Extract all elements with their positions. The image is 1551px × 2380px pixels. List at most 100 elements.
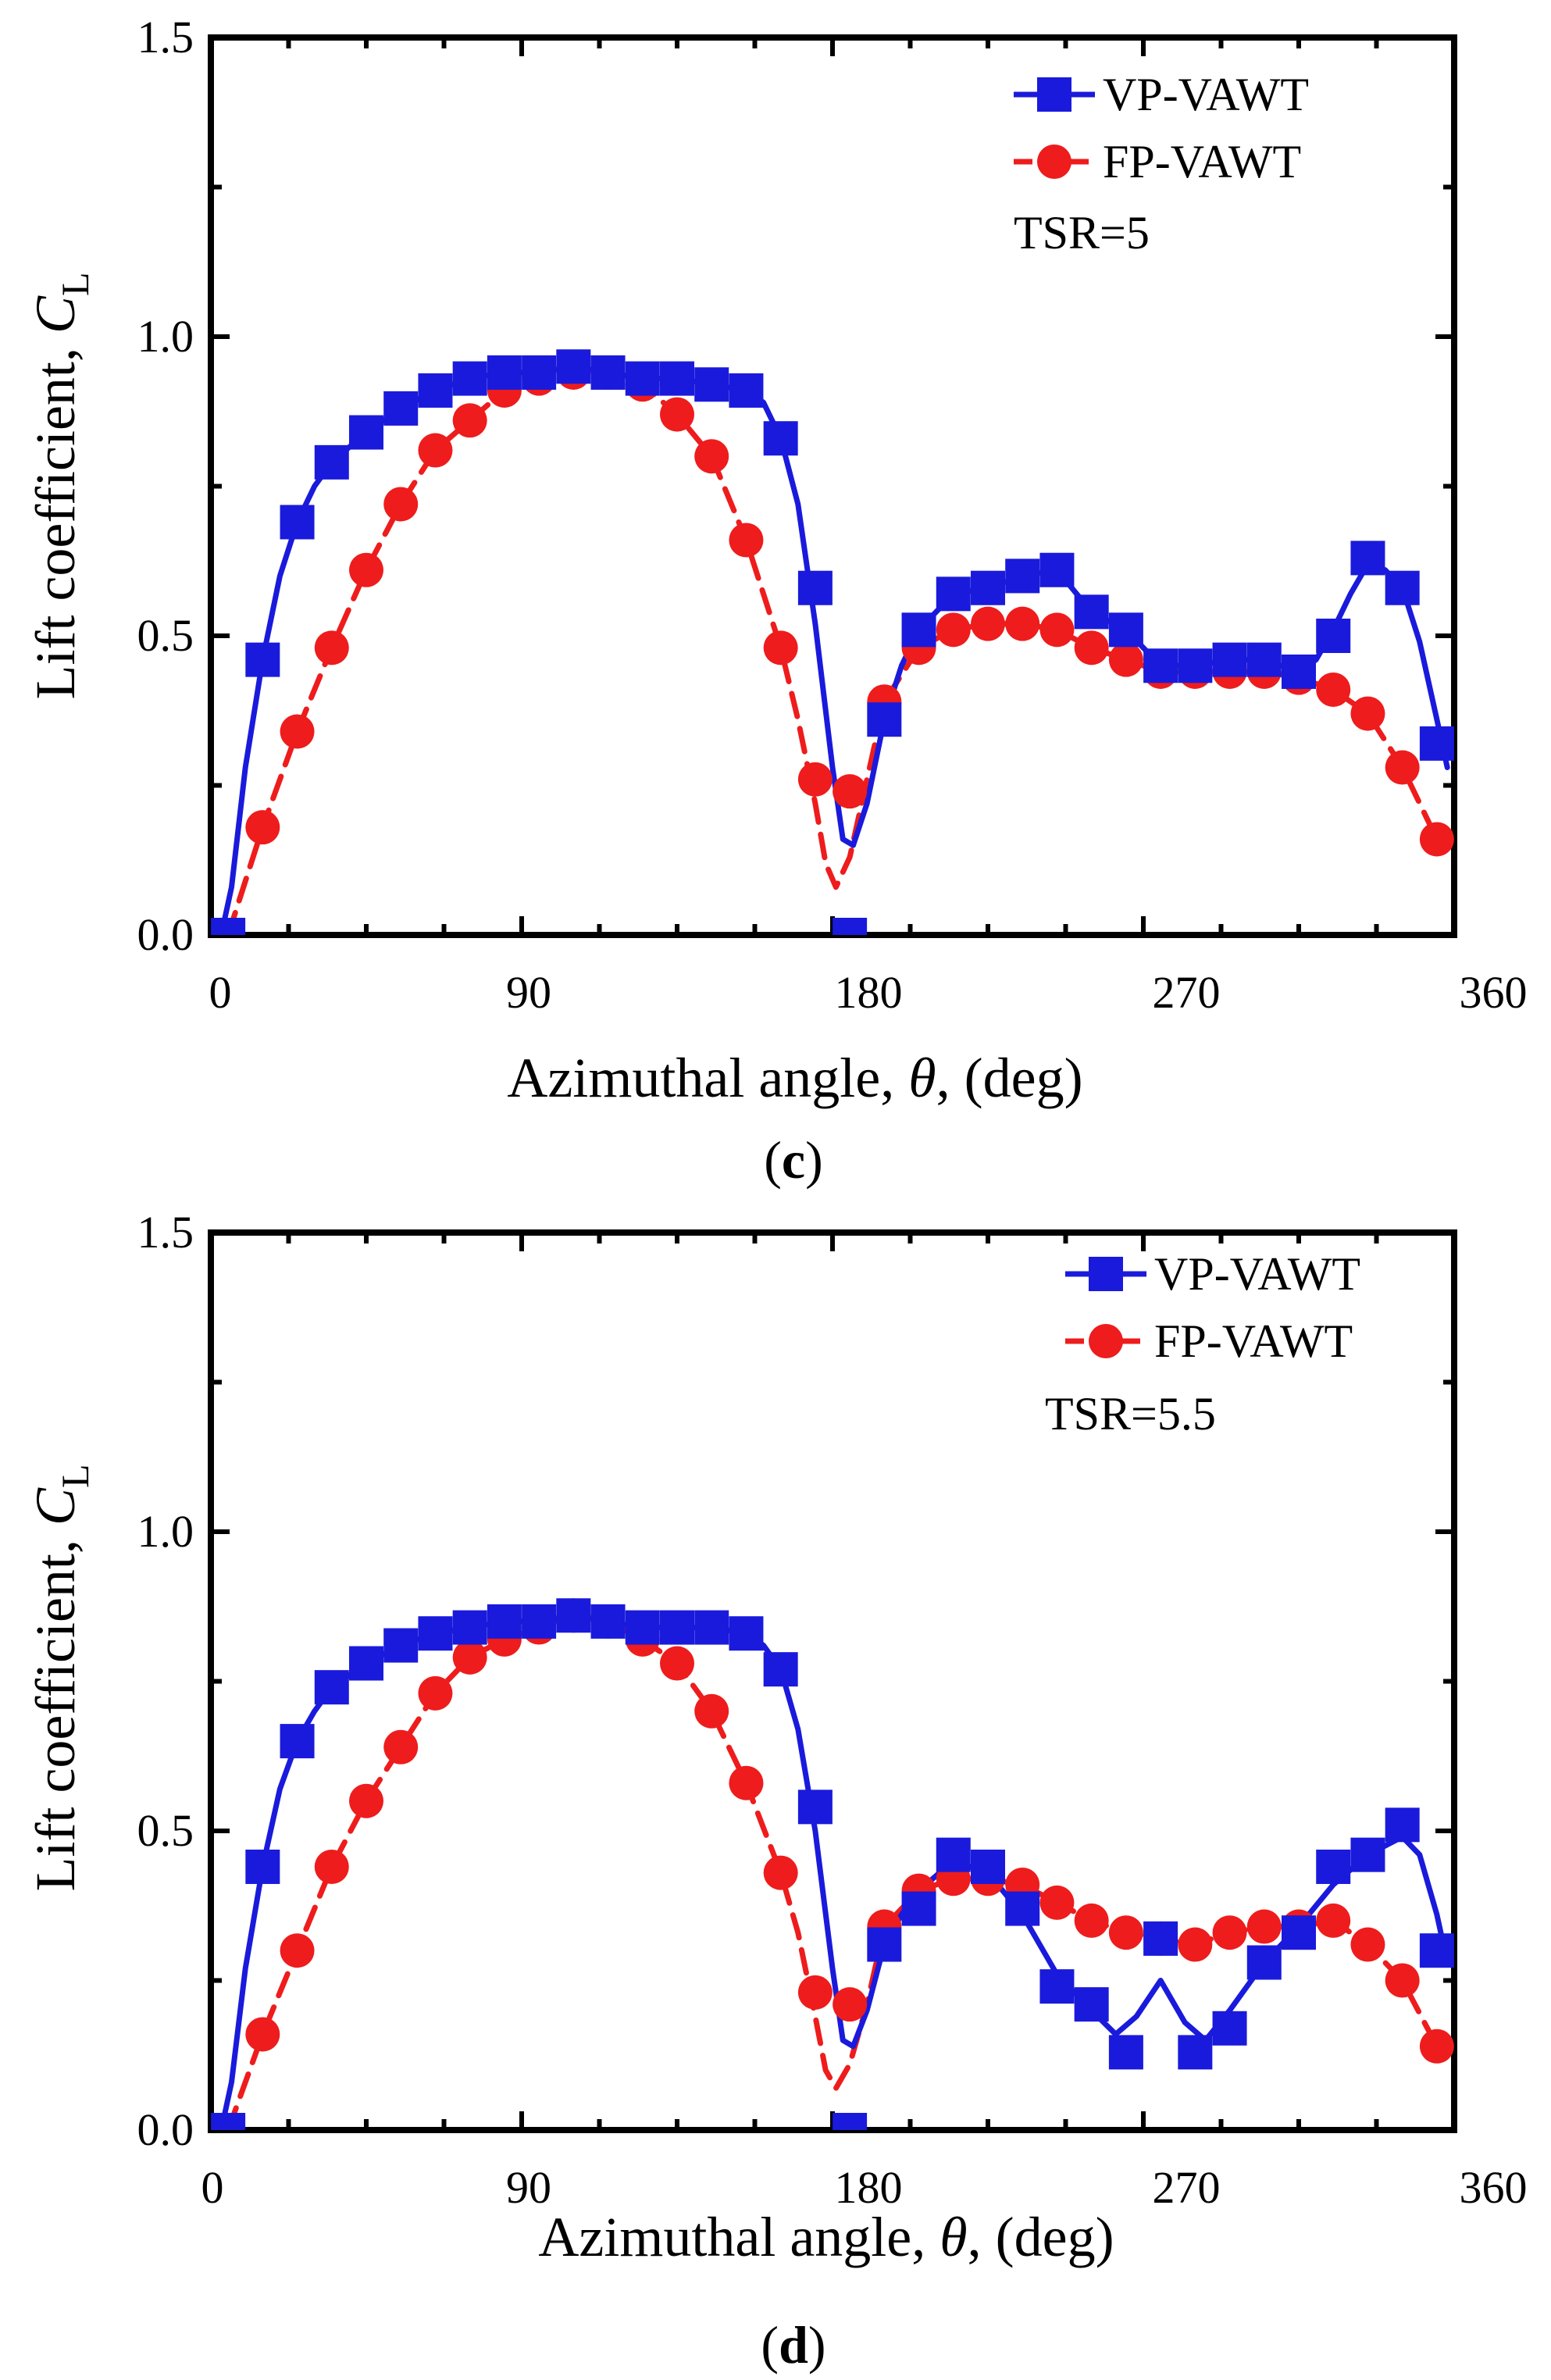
data-point-fp-vawt bbox=[1385, 750, 1420, 785]
data-point-vp-vawt bbox=[452, 361, 487, 396]
data-point-vp-vawt bbox=[418, 1616, 453, 1651]
data-point-vp-vawt bbox=[1108, 612, 1143, 648]
x-tick-label: 360 bbox=[1460, 967, 1528, 1018]
data-point-vp-vawt bbox=[1039, 1969, 1075, 2004]
data-point-fp-vawt bbox=[280, 714, 315, 749]
data-point-vp-vawt bbox=[1282, 1915, 1316, 1950]
data-point-fp-vawt bbox=[349, 1783, 383, 1818]
data-point-vp-vawt bbox=[522, 1604, 557, 1639]
x-axis-title: Azimuthal angle, θ, (deg) bbox=[538, 2206, 1114, 2268]
panel-label: (c) bbox=[764, 1130, 823, 1190]
annotation-tsr: TSR=5.5 bbox=[1045, 1388, 1216, 1440]
data-point-vp-vawt bbox=[797, 570, 833, 605]
data-point-fp-vawt bbox=[1350, 696, 1385, 731]
y-axis-title: Lift coefficient, CL bbox=[24, 272, 97, 699]
chart-panel-d: 0.0 0.5 1.0 1.5 0 90 180 270 360 Azimuth… bbox=[24, 1207, 1528, 2375]
data-point-fp-vawt bbox=[660, 397, 694, 432]
data-point-fp-vawt bbox=[936, 612, 971, 648]
data-point-vp-vawt bbox=[1246, 642, 1282, 677]
data-point-vp-vawt bbox=[1178, 648, 1213, 683]
data-point-vp-vawt bbox=[1108, 2035, 1143, 2070]
data-point-vp-vawt bbox=[936, 1837, 971, 1872]
data-point-vp-vawt bbox=[971, 1849, 1005, 1884]
data-point-vp-vawt bbox=[1282, 654, 1316, 689]
data-point-vp-vawt bbox=[1074, 1987, 1109, 2022]
data-point-fp-vawt bbox=[833, 1987, 868, 2022]
data-point-vp-vawt bbox=[452, 1610, 487, 1645]
legend-swatch-vp-vawt bbox=[1065, 1257, 1146, 1291]
data-point-vp-vawt bbox=[1074, 594, 1109, 630]
data-point-vp-vawt bbox=[797, 1789, 833, 1825]
data-point-vp-vawt bbox=[280, 1724, 315, 1759]
data-point-vp-vawt bbox=[901, 1891, 936, 1926]
x-tick-label: 90 bbox=[506, 967, 551, 1018]
data-point-vp-vawt bbox=[971, 570, 1005, 605]
data-point-vp-vawt bbox=[1385, 570, 1420, 605]
data-point-vp-vawt bbox=[694, 1610, 729, 1645]
data-point-fp-vawt bbox=[1108, 1915, 1143, 1950]
plot-frame bbox=[208, 1229, 1457, 2133]
data-point-vp-vawt bbox=[314, 1670, 349, 1705]
data-point-vp-vawt bbox=[1212, 642, 1247, 677]
data-point-vp-vawt bbox=[936, 576, 971, 612]
data-point-vp-vawt bbox=[625, 361, 660, 396]
data-point-fp-vawt bbox=[418, 433, 453, 468]
data-point-fp-vawt bbox=[1419, 822, 1454, 857]
data-point-vp-vawt bbox=[314, 444, 349, 480]
data-point-vp-vawt bbox=[1212, 2011, 1247, 2046]
data-point-vp-vawt bbox=[349, 415, 383, 450]
y-tick-label: 1.0 bbox=[137, 311, 194, 362]
data-point-vp-vawt bbox=[487, 1604, 522, 1639]
data-point-vp-vawt bbox=[833, 918, 868, 935]
data-point-fp-vawt bbox=[729, 1765, 764, 1800]
data-point-fp-vawt bbox=[1212, 1915, 1247, 1950]
series-line-fp-vawt bbox=[225, 369, 1440, 935]
data-point-vp-vawt bbox=[211, 2113, 246, 2130]
data-point-vp-vawt bbox=[211, 918, 246, 935]
data-point-vp-vawt bbox=[763, 1652, 798, 1687]
legend: VP-VAWT FP-VAWT TSR=5.5 bbox=[1045, 1248, 1360, 1440]
x-tick-label: 0 bbox=[201, 2162, 224, 2213]
data-point-vp-vawt bbox=[729, 373, 764, 408]
data-point-vp-vawt bbox=[1419, 1933, 1454, 1968]
legend-marker bbox=[1037, 77, 1071, 112]
data-point-vp-vawt bbox=[1316, 619, 1351, 653]
data-point-fp-vawt bbox=[1074, 630, 1109, 665]
x-tick-label: 270 bbox=[1153, 2162, 1221, 2213]
data-point-fp-vawt bbox=[1005, 606, 1040, 641]
data-point-vp-vawt bbox=[418, 373, 453, 408]
data-point-vp-vawt bbox=[383, 1628, 419, 1663]
data-point-vp-vawt bbox=[1350, 1837, 1385, 1872]
data-point-fp-vawt bbox=[660, 1646, 694, 1681]
data-point-fp-vawt bbox=[763, 630, 798, 665]
data-point-vp-vawt bbox=[245, 642, 280, 677]
y-tick-label: 0.5 bbox=[137, 1805, 194, 1856]
series-line-vp-vawt bbox=[218, 1612, 1450, 2130]
data-point-fp-vawt bbox=[1039, 1885, 1075, 1920]
legend: VP-VAWT FP-VAWT TSR=5 bbox=[1014, 69, 1309, 259]
series-layer bbox=[211, 1598, 1454, 2130]
y-tick-label: 1.5 bbox=[137, 12, 194, 62]
legend-label: FP-VAWT bbox=[1154, 1315, 1353, 1367]
annotation-tsr: TSR=5 bbox=[1014, 207, 1150, 259]
x-tick-label: 270 bbox=[1153, 967, 1221, 1018]
y-axis-title: Lift coefficient, CL bbox=[24, 1464, 97, 1891]
data-point-vp-vawt bbox=[556, 349, 591, 384]
data-point-vp-vawt bbox=[625, 1610, 660, 1645]
data-point-fp-vawt bbox=[349, 552, 383, 587]
data-point-vp-vawt bbox=[1178, 2035, 1213, 2070]
data-point-vp-vawt bbox=[349, 1646, 383, 1681]
data-point-fp-vawt bbox=[1039, 612, 1075, 648]
x-axis-title: Azimuthal angle, θ, (deg) bbox=[507, 1047, 1082, 1109]
data-point-vp-vawt bbox=[1350, 541, 1385, 576]
data-point-vp-vawt bbox=[590, 355, 626, 390]
data-point-vp-vawt bbox=[1419, 726, 1454, 761]
data-point-fp-vawt bbox=[1419, 2029, 1454, 2064]
legend-marker bbox=[1089, 1324, 1123, 1358]
data-point-fp-vawt bbox=[383, 487, 419, 522]
legend-label: VP-VAWT bbox=[1154, 1248, 1360, 1300]
x-tick-label: 180 bbox=[835, 2162, 903, 2213]
data-point-vp-vawt bbox=[867, 702, 902, 737]
data-point-fp-vawt bbox=[245, 2017, 280, 2052]
